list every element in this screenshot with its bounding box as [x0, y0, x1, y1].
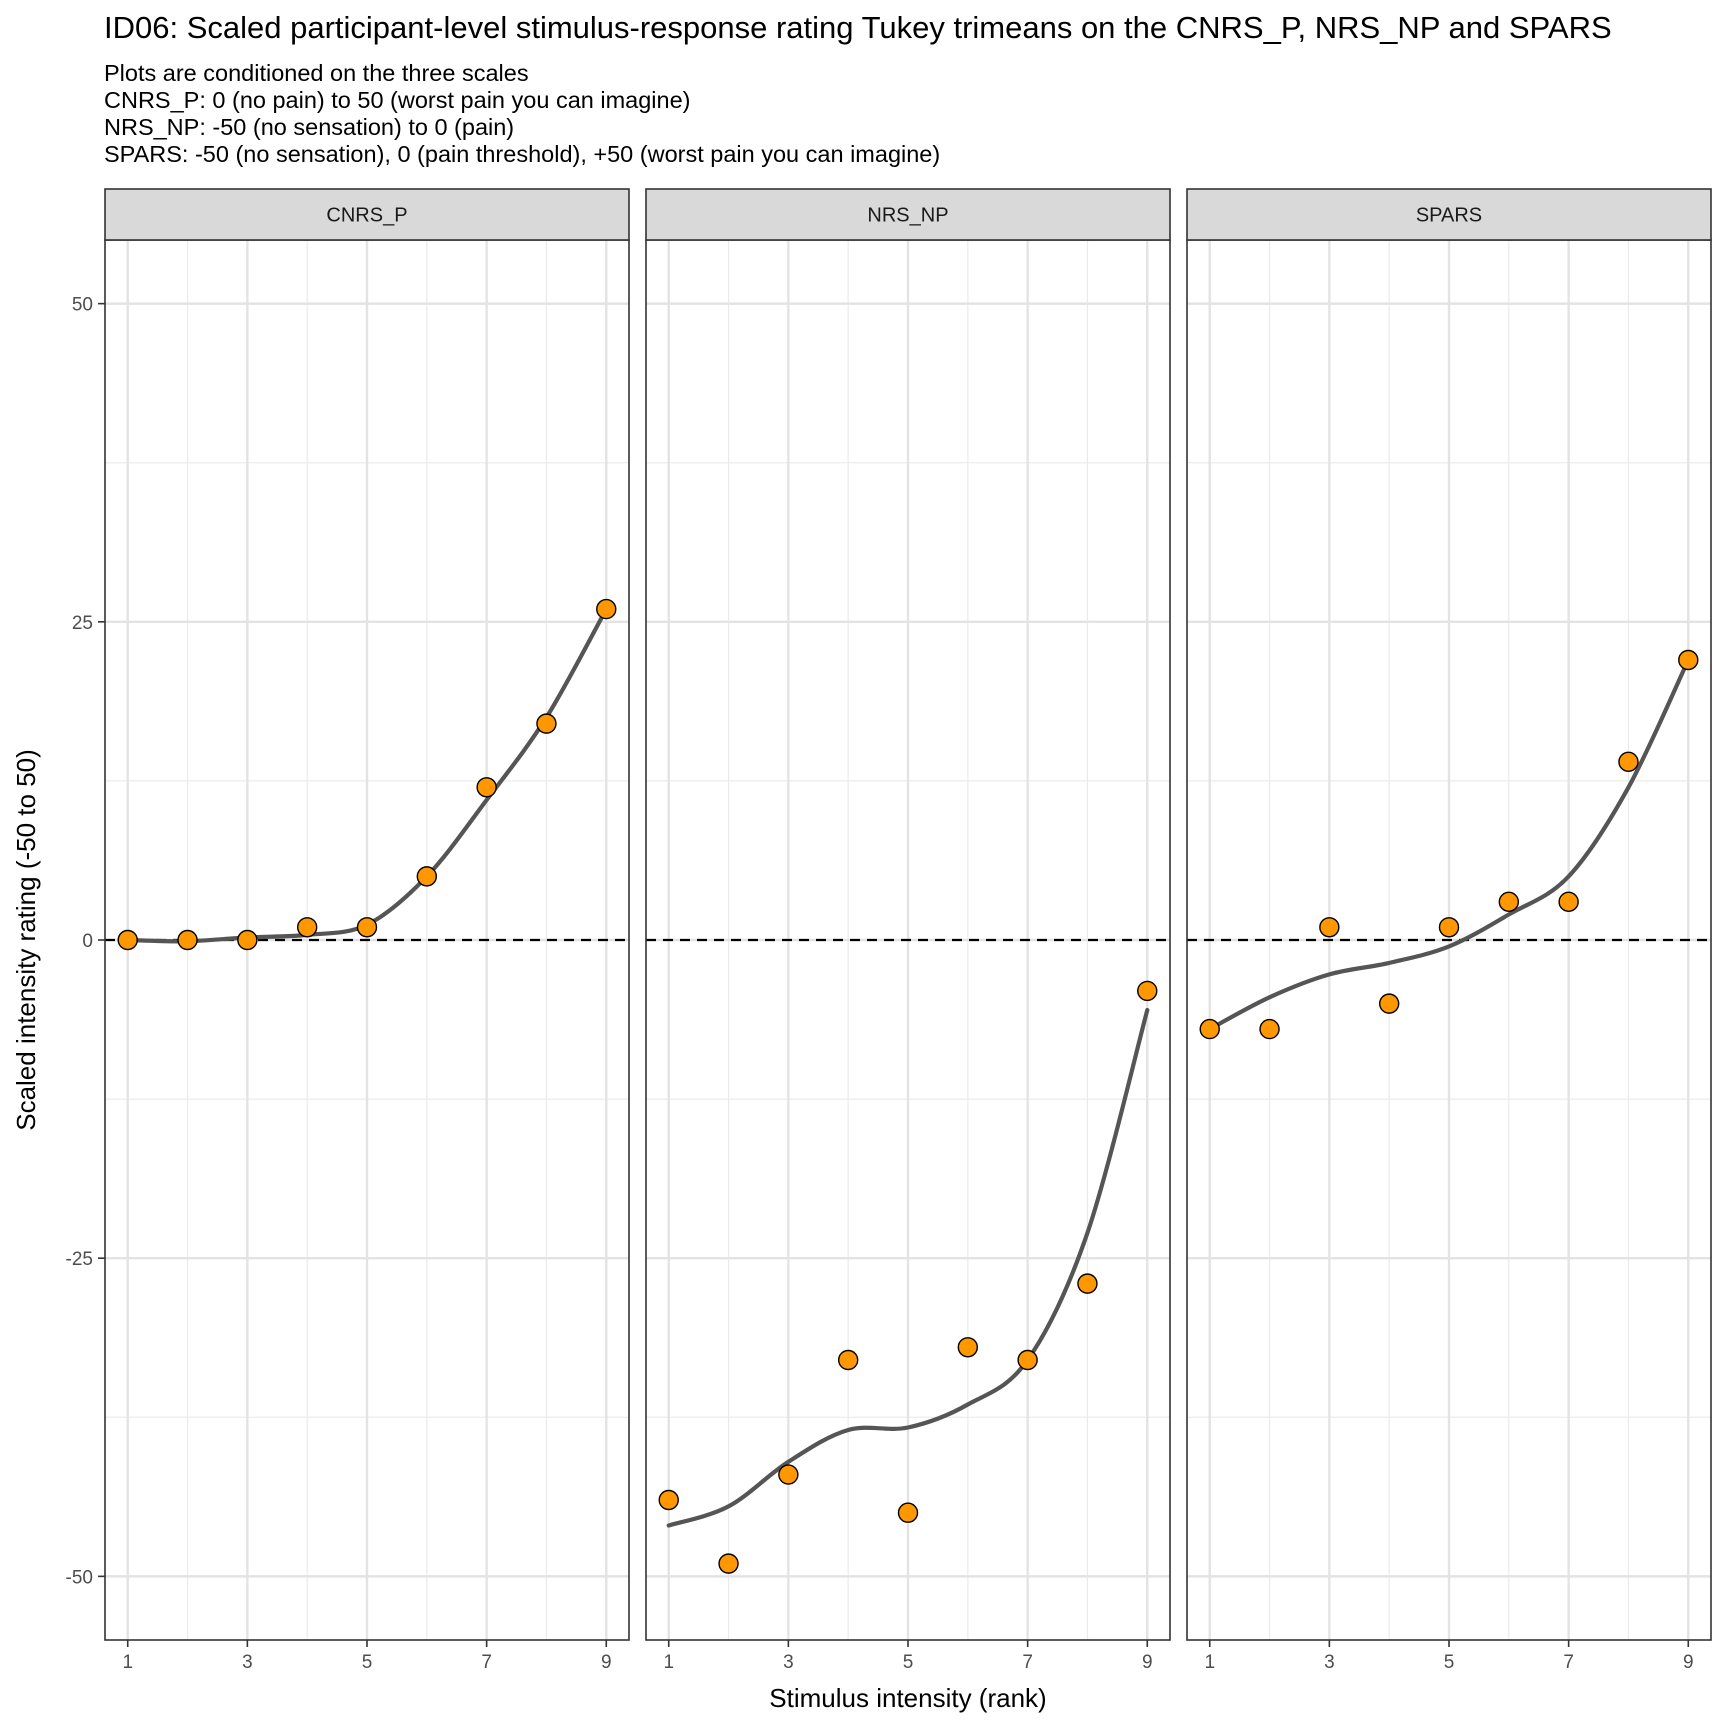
x-axis-title: Stimulus intensity (rank) — [769, 1683, 1046, 1713]
data-point — [416, 866, 438, 887]
subtitle-line: Plots are conditioned on the three scale… — [104, 60, 529, 86]
x-tick-label: 1 — [122, 1652, 133, 1673]
x-tick-label: 7 — [481, 1652, 492, 1673]
data-point — [658, 1489, 679, 1511]
y-tick-label: 50 — [72, 295, 93, 316]
x-tick-label: 7 — [1022, 1652, 1033, 1673]
facet-strip — [104, 188, 630, 241]
x-tick-label: 9 — [601, 1652, 612, 1673]
data-point — [1558, 891, 1579, 913]
x-tick-label: 3 — [242, 1652, 253, 1673]
data-point — [837, 1349, 859, 1371]
data-point — [476, 777, 497, 798]
data-point — [1678, 649, 1699, 671]
x-tick-label: 7 — [1563, 1652, 1574, 1673]
data-point — [1378, 993, 1400, 1014]
data-point — [177, 929, 198, 951]
data-point — [296, 917, 318, 938]
data-point — [536, 713, 557, 734]
data-point — [596, 598, 617, 620]
y-tick-label: -25 — [66, 1249, 93, 1270]
smooth-trend-line — [1207, 657, 1691, 1032]
subtitle-line: SPARS: -50 (no sensation), 0 (pain thres… — [104, 141, 941, 167]
facet-strip — [1186, 188, 1712, 241]
facet-strip-label: NRS_NP — [867, 205, 948, 227]
smooth-trend-line — [666, 1007, 1150, 1528]
y-axis-title: Scaled intensity rating (-50 to 50) — [11, 749, 41, 1131]
x-tick-label: 5 — [903, 1652, 914, 1673]
x-tick-label: 9 — [1142, 1652, 1153, 1673]
subtitle-line: NRS_NP: -50 (no sensation) to 0 (pain) — [104, 114, 515, 140]
data-point — [1077, 1273, 1098, 1294]
data-point — [1498, 891, 1520, 913]
x-tick-label: 1 — [663, 1652, 674, 1673]
facet-strip — [645, 188, 1171, 241]
chart-subtitle: Plots are conditioned on the three scale… — [104, 60, 940, 168]
x-tick-label: 3 — [1324, 1652, 1335, 1673]
data-point — [117, 929, 138, 951]
data-point — [356, 917, 378, 938]
data-point — [1259, 1018, 1280, 1040]
subtitle-line: CNRS_P: 0 (no pain) to 50 (worst pain yo… — [104, 87, 691, 113]
x-tick-label: 5 — [362, 1652, 373, 1673]
facet-strip-label: CNRS_P — [326, 205, 407, 227]
x-tick-label: 9 — [1683, 1652, 1694, 1673]
x-tick-label: 3 — [783, 1652, 794, 1673]
data-point — [1319, 917, 1340, 938]
data-point — [957, 1337, 979, 1358]
data-point — [1618, 751, 1639, 773]
facet-strip-label: SPARS — [1416, 205, 1482, 227]
data-point — [718, 1553, 739, 1574]
y-tick-label: 0 — [82, 931, 93, 952]
x-tick-label: 5 — [1444, 1652, 1455, 1673]
y-tick-label: -50 — [66, 1567, 93, 1588]
data-point — [237, 929, 258, 951]
data-point — [1017, 1349, 1038, 1371]
data-point — [1438, 917, 1460, 938]
data-point — [778, 1464, 799, 1485]
y-tick-label: 25 — [72, 613, 93, 634]
x-tick-label: 1 — [1204, 1652, 1215, 1673]
data-point — [1199, 1018, 1220, 1040]
data-point — [897, 1502, 919, 1523]
chart-title: ID06: Scaled participant-level stimulus-… — [104, 10, 1612, 45]
data-point — [1137, 980, 1158, 1002]
